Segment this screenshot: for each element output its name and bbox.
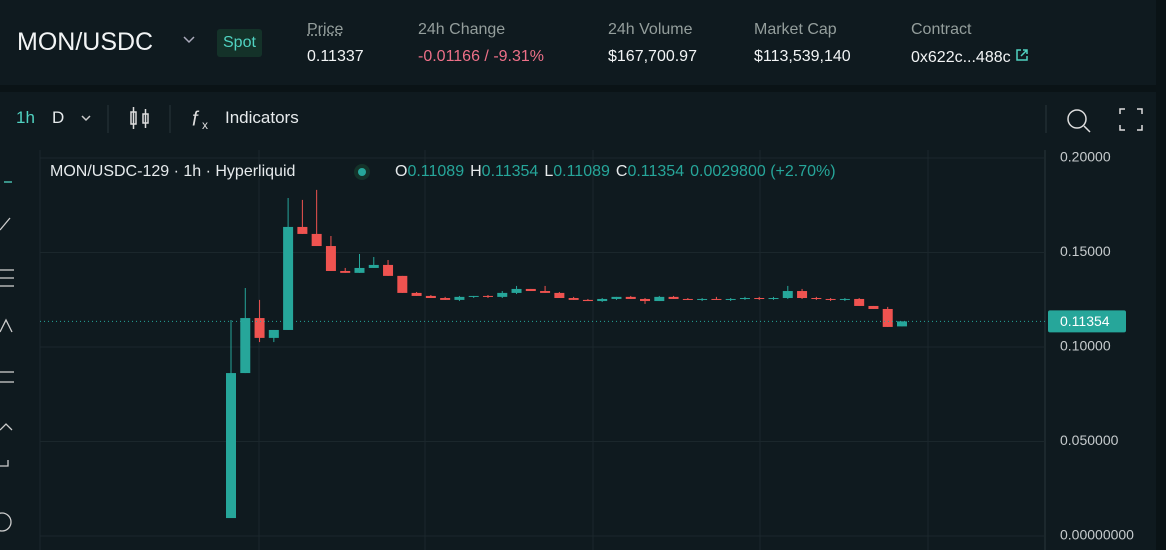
candle-body bbox=[868, 305, 879, 309]
candle-body bbox=[411, 292, 422, 296]
candle-body bbox=[268, 329, 279, 338]
stat-value: -0.01166 / -9.31% bbox=[418, 48, 545, 65]
stat-value: 0.11337 bbox=[307, 48, 364, 65]
candle-body bbox=[440, 298, 451, 300]
drawing-tools bbox=[0, 181, 14, 532]
candle-body bbox=[340, 270, 351, 273]
candle-body bbox=[811, 298, 822, 300]
price-tag-label: 0.11354 bbox=[1060, 313, 1110, 329]
candle-body bbox=[839, 298, 850, 300]
candle-body bbox=[511, 288, 522, 293]
price-tag bbox=[1048, 310, 1126, 333]
candle-body bbox=[383, 264, 394, 276]
spot-tag: Spot bbox=[217, 29, 262, 57]
candle-body bbox=[597, 298, 608, 302]
legend-key: L bbox=[544, 163, 553, 180]
y-tick-label: 0.00000000 bbox=[1060, 527, 1134, 543]
candle-body bbox=[540, 291, 551, 293]
indicators[interactable]: Indicators bbox=[225, 108, 299, 127]
legend-value: 0.11354 bbox=[627, 163, 684, 180]
range[interactable]: D bbox=[52, 108, 65, 127]
legend-value: 0.11354 bbox=[482, 163, 539, 180]
svg-text:f: f bbox=[192, 108, 200, 130]
candle-body bbox=[297, 226, 308, 234]
stat: 24h Volume $167,700.97 bbox=[608, 21, 697, 66]
candle-body bbox=[782, 291, 793, 299]
y-tick-label: 0.10000 bbox=[1060, 338, 1111, 354]
v-grid bbox=[39, 150, 929, 550]
chevron[interactable] bbox=[183, 36, 195, 44]
candle-body bbox=[254, 318, 265, 338]
candle-body bbox=[425, 295, 436, 299]
candle-body bbox=[797, 291, 808, 299]
legend-key: O bbox=[395, 163, 407, 180]
candle-body bbox=[226, 373, 236, 519]
candle-body bbox=[311, 233, 322, 247]
stat: Contract 0x622c...488c bbox=[911, 21, 1029, 67]
stat-value: $167,700.97 bbox=[608, 48, 697, 65]
candle-body bbox=[368, 264, 379, 268]
legend-change: 0.0029800 (+2.70%) bbox=[690, 163, 835, 180]
candle-body bbox=[325, 246, 336, 271]
stat-label: Contract bbox=[911, 21, 972, 38]
candle-body bbox=[768, 298, 779, 300]
candle-body bbox=[754, 298, 765, 300]
pair[interactable]: MON/USDC bbox=[17, 28, 154, 56]
y-tick-label: 0.050000 bbox=[1060, 432, 1119, 448]
legend-key: H bbox=[470, 163, 482, 180]
candle-body bbox=[568, 298, 579, 300]
y-tick-label: 0.20000 bbox=[1060, 150, 1111, 165]
external-link[interactable] bbox=[1015, 48, 1029, 62]
candle-body bbox=[525, 288, 536, 292]
candle-body bbox=[882, 308, 893, 327]
stat: Market Cap $113,539,140 bbox=[754, 21, 851, 66]
candle-body bbox=[482, 295, 493, 297]
candle-body bbox=[497, 292, 508, 297]
candle-body bbox=[468, 295, 479, 297]
stat-value[interactable]: 0x622c...488c bbox=[911, 48, 1029, 67]
candle-body bbox=[739, 298, 750, 300]
legend-value: 0.11089 bbox=[553, 163, 610, 180]
candle-body bbox=[354, 267, 365, 273]
stat-label: 24h Change bbox=[418, 21, 506, 38]
legend-symbol: MON/USDC-129 · 1h · Hyperliquid bbox=[50, 163, 295, 180]
candle-body bbox=[711, 298, 722, 300]
legend-key: C bbox=[616, 163, 628, 180]
candle-body bbox=[454, 296, 465, 300]
stat-label: Price bbox=[307, 21, 344, 38]
candle-body bbox=[582, 299, 593, 302]
candle-body bbox=[611, 296, 622, 299]
market-header: MON/USDC Spot Price 0.11337 24h Change -0.… bbox=[0, 0, 1156, 85]
candle-body bbox=[854, 298, 865, 306]
candle-body bbox=[283, 226, 294, 330]
chart: MON/USDC-129 · 1h · Hyperliquid 0.000000… bbox=[0, 150, 1166, 550]
stat-value: $113,539,140 bbox=[754, 48, 851, 65]
stat-label: 24h Volume bbox=[608, 21, 693, 38]
legend-value: 0.11089 bbox=[407, 163, 464, 180]
stat: 24h Change -0.01166 / -9.31% bbox=[418, 21, 544, 66]
candle-body bbox=[697, 298, 708, 300]
stat-label: Market Cap bbox=[754, 21, 837, 38]
candle-body bbox=[682, 298, 693, 300]
candle-body bbox=[640, 298, 651, 302]
candle-body bbox=[825, 298, 836, 300]
interval[interactable]: 1h bbox=[16, 108, 35, 127]
candle-body bbox=[397, 275, 408, 293]
candle-body bbox=[668, 296, 679, 299]
candle-body bbox=[240, 318, 251, 374]
candle-body bbox=[654, 296, 665, 302]
candle-body bbox=[625, 296, 636, 299]
svg-text:x: x bbox=[202, 118, 208, 132]
legend-ohlc: O0.11089 H0.11354 L0.11089 C0.11354 0.002980… bbox=[395, 163, 836, 180]
candle-body bbox=[725, 298, 736, 300]
candle-icon[interactable] bbox=[130, 107, 149, 129]
candle-body bbox=[554, 292, 565, 299]
contract[interactable]: 0x622c...488c bbox=[911, 49, 1011, 66]
candle-body bbox=[897, 321, 907, 327]
y-tick-label: 0.15000 bbox=[1060, 243, 1111, 259]
stat: Price 0.11337 bbox=[307, 21, 364, 66]
